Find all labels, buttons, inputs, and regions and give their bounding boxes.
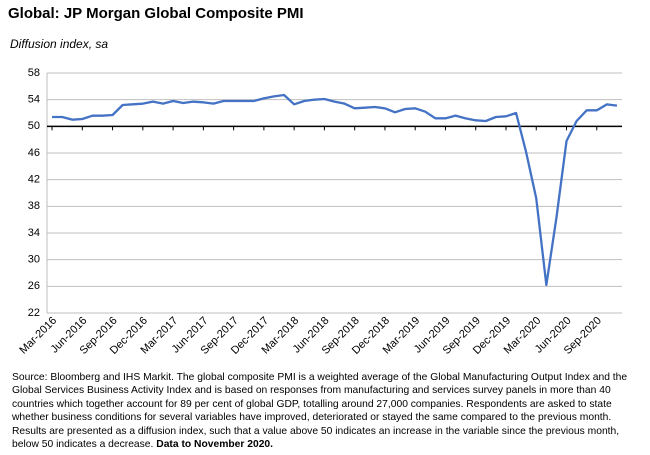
source-bold: Data to November 2020. <box>156 439 274 451</box>
y-tick-label: 30 <box>28 254 40 266</box>
source-text: Source: Bloomberg and IHS Markit. The gl… <box>12 372 628 451</box>
y-tick-label: 26 <box>28 280 40 292</box>
y-tick-label: 38 <box>28 200 40 212</box>
y-tick-label: 42 <box>28 174 40 186</box>
y-tick-label: 58 <box>28 67 40 79</box>
chart-subtitle: Diffusion index, sa <box>10 37 108 51</box>
y-tick-label: 34 <box>28 227 40 239</box>
y-tick-label: 46 <box>28 147 40 159</box>
data-line <box>52 93 618 287</box>
chart-title: Global: JP Morgan Global Composite PMI <box>8 5 304 22</box>
y-tick-label: 22 <box>28 307 40 319</box>
y-tick-label: 50 <box>28 120 40 132</box>
chart: Global: JP Morgan Global Composite PMI D… <box>8 5 622 357</box>
y-tick-label: 54 <box>28 94 40 106</box>
source-note: Source: Bloomberg and IHS Markit. The gl… <box>12 371 638 451</box>
